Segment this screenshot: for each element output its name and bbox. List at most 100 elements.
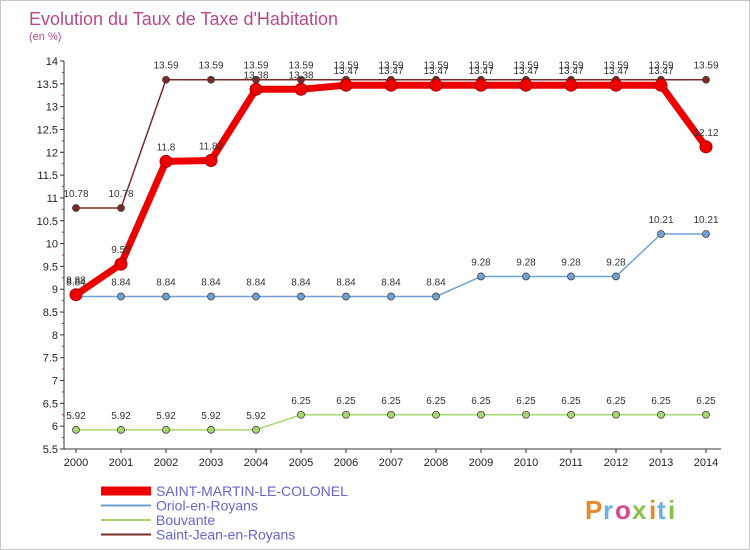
data-label-bouvante: 6.25 [291,396,311,407]
data-label-saint-martin-le-colonel: 13.38 [288,70,313,81]
data-label-saint-martin-le-colonel: 13.47 [423,66,448,77]
data-point-saint-martin-le-colonel [69,288,83,302]
data-point-bouvante [702,410,710,419]
data-label-bouvante: 6.25 [651,396,671,407]
data-label-oriol-en-royans: 8.84 [66,278,86,289]
x-tick-label: 2008 [424,457,448,469]
data-point-bouvante [567,410,575,419]
logo-letter: r [603,495,613,525]
legend-label-oriol-en-royans: Oriol-en-Royans [156,498,258,514]
data-label-saint-jean-en-royans: 13.59 [693,61,718,72]
data-label-oriol-en-royans: 9.28 [561,257,581,268]
data-label-bouvante: 6.25 [426,396,446,407]
logo-letter: i [649,495,656,525]
data-point-oriol-en-royans [207,292,215,301]
data-point-oriol-en-royans [612,272,620,281]
y-tick-label: 6 [52,421,58,433]
data-label-bouvante: 6.25 [336,396,356,407]
data-label-saint-martin-le-colonel: 13.47 [603,66,628,77]
x-tick-label: 2001 [109,457,133,469]
data-label-saint-jean-en-royans: 13.59 [243,61,268,72]
data-label-saint-martin-le-colonel: 13.47 [468,66,493,77]
data-label-saint-martin-le-colonel: 13.47 [333,66,358,77]
y-tick-label: 14 [46,56,58,68]
data-label-saint-jean-en-royans: 13.59 [648,61,673,72]
data-label-oriol-en-royans: 10.21 [648,215,673,226]
data-point-oriol-en-royans [252,292,260,301]
data-label-bouvante: 5.92 [66,411,86,422]
data-point-oriol-en-royans [567,272,575,281]
y-tick-label: 11 [47,193,58,205]
y-tick-label: 13.5 [37,79,58,91]
data-label-oriol-en-royans: 8.84 [381,278,401,289]
data-label-saint-martin-le-colonel: 9.55 [111,245,131,256]
data-point-saint-martin-le-colonel [474,78,488,92]
chart-title: Evolution du Taux de Taxe d'Habitation [29,9,338,29]
data-point-saint-martin-le-colonel [384,78,398,92]
x-tick-label: 2002 [154,457,178,469]
y-tick-label: 13 [46,102,58,114]
data-label-saint-martin-le-colonel: 13.38 [243,70,268,81]
y-tick-label: 7 [52,376,58,388]
data-label-saint-jean-en-royans: 13.59 [333,61,358,72]
data-label-oriol-en-royans: 8.84 [201,278,221,289]
y-tick-label: 9 [52,284,58,296]
data-label-saint-martin-le-colonel: 13.47 [378,66,403,77]
data-label-saint-jean-en-royans: 13.59 [513,61,538,72]
y-tick-label: 10 [46,239,58,251]
logo-letter: o [615,495,631,525]
data-point-saint-martin-le-colonel [429,78,443,92]
data-label-bouvante: 5.92 [201,411,221,422]
y-tick-label: 7.5 [43,353,58,365]
data-point-saint-martin-le-colonel [654,78,668,92]
data-label-saint-jean-en-royans: 13.59 [558,61,583,72]
data-label-saint-martin-le-colonel: 8.88 [66,276,86,287]
data-label-bouvante: 6.25 [381,396,401,407]
data-point-oriol-en-royans [297,292,305,301]
data-point-bouvante [117,425,125,434]
legend-label-bouvante: Bouvante [156,512,215,528]
data-label-saint-jean-en-royans: 13.59 [378,61,403,72]
series-lines-group [69,75,713,434]
logo-letter: x [632,495,647,525]
axes-group: 5.5 6 6.5 7 7.5 8 8.5 9 9.5 10 10.5 11 11.5 12 12.5 13 1… [37,56,721,469]
data-point-bouvante [207,425,215,434]
data-point-bouvante [657,410,665,419]
data-point-oriol-en-royans [162,292,170,301]
y-tick-label: 8.5 [43,307,58,319]
y-tick-label: 10.5 [37,216,58,228]
y-tick-label: 11.5 [37,170,58,182]
data-point-oriol-en-royans [387,292,395,301]
data-point-bouvante [612,410,620,419]
data-label-bouvante: 6.25 [471,396,491,407]
data-label-saint-jean-en-royans: 13.59 [603,61,628,72]
data-label-oriol-en-royans: 8.84 [291,278,311,289]
data-point-saint-martin-le-colonel [249,82,263,96]
logo-letter: t [657,495,666,525]
data-point-oriol-en-royans [117,292,125,301]
data-label-saint-jean-en-royans: 10.78 [108,189,133,200]
data-point-bouvante [342,410,350,419]
data-point-saint-martin-le-colonel [159,154,173,168]
data-label-oriol-en-royans: 8.84 [336,278,356,289]
data-label-oriol-en-royans: 8.84 [111,278,131,289]
data-label-bouvante: 6.25 [606,396,626,407]
data-label-saint-jean-en-royans: 13.59 [198,61,223,72]
data-label-bouvante: 6.25 [696,396,716,407]
data-point-bouvante [522,410,530,419]
data-point-oriol-en-royans [342,292,350,301]
x-tick-label: 2007 [379,457,403,469]
data-point-saint-jean-en-royans [162,75,170,84]
x-tick-label: 2009 [469,457,493,469]
data-point-bouvante [162,425,170,434]
data-point-saint-martin-le-colonel [114,257,128,271]
data-point-oriol-en-royans [657,230,665,238]
x-tick-label: 2010 [514,457,538,469]
data-point-oriol-en-royans [702,230,710,238]
data-point-saint-jean-en-royans [72,204,80,212]
data-point-saint-jean-en-royans [702,75,710,84]
data-label-saint-martin-le-colonel: 12.12 [693,128,718,139]
